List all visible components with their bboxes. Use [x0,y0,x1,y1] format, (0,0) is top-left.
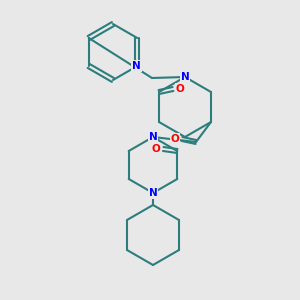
Text: N: N [148,188,158,198]
Text: N: N [148,132,158,142]
Text: N: N [181,72,189,82]
Text: O: O [152,144,161,154]
Text: O: O [171,134,179,144]
Text: N: N [132,61,141,71]
Text: O: O [176,84,184,94]
